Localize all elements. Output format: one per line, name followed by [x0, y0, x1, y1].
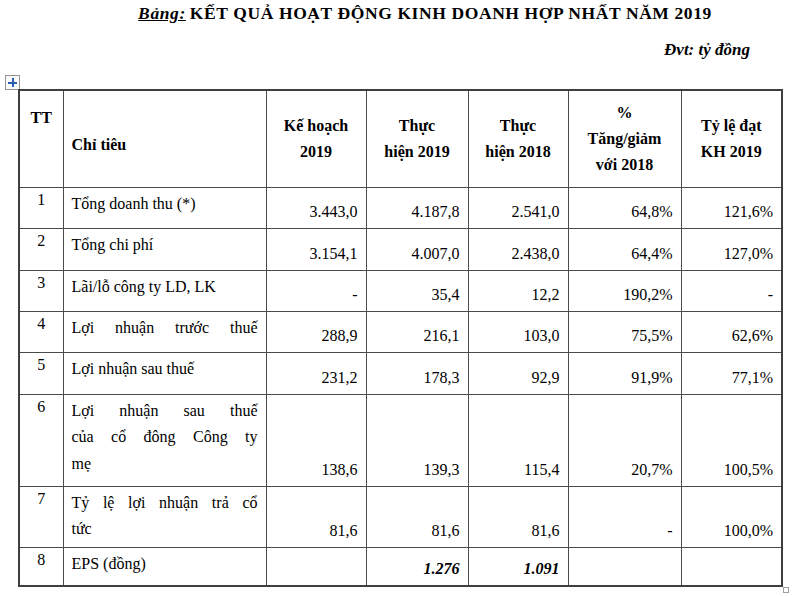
- move-cross-icon: [6, 76, 19, 89]
- cell-pct-change[interactable]: 190,2%: [568, 270, 681, 311]
- cell-label[interactable]: Lãi/lỗ công ty LD, LK: [63, 270, 266, 311]
- cell-pct-change[interactable]: [568, 547, 681, 586]
- column-header-pct-change[interactable]: % Tăng/giảm với 2018: [568, 90, 681, 187]
- cell-actual-2019[interactable]: 216,1: [366, 311, 468, 352]
- cell-pct-change[interactable]: 75,5%: [568, 311, 681, 352]
- cell-label[interactable]: Tổng chi phí: [63, 228, 266, 270]
- cell-pct-change[interactable]: 20,7%: [568, 394, 681, 486]
- header-row: TT Chỉ tiêu Kế hoạch 2019 Thực hiện 2019…: [19, 90, 782, 187]
- cell-pct-change[interactable]: 91,9%: [568, 352, 681, 394]
- column-header-actual-2019[interactable]: Thực hiện 2019: [366, 90, 468, 187]
- table-row: 2 Tổng chi phí 3.154,1 4.007,0 2.438,0 6…: [19, 228, 782, 270]
- cell-pct-change[interactable]: -: [568, 486, 681, 547]
- table-row: 8 EPS (đồng) 1.276 1.091: [19, 547, 782, 586]
- cell-pct-plan[interactable]: 100,0%: [681, 486, 782, 547]
- cell-pct-plan[interactable]: 77,1%: [681, 352, 782, 394]
- cell-label[interactable]: Lợi nhuận sau thuế của cổ đông Công ty m…: [63, 394, 266, 486]
- cell-tt[interactable]: 7: [19, 486, 63, 547]
- cell-label[interactable]: EPS (đồng): [63, 547, 266, 586]
- cell-actual-2019[interactable]: 4.187,8: [366, 187, 468, 228]
- cell-pct-plan[interactable]: 100,5%: [681, 394, 782, 486]
- cell-plan-2019[interactable]: -: [266, 270, 366, 311]
- cell-label[interactable]: Lợi nhuận sau thuế: [63, 352, 266, 394]
- cell-actual-2018[interactable]: 115,4: [468, 394, 568, 486]
- table-row: 4 Lợi nhuận trước thuế 288,9 216,1 103,0…: [19, 311, 782, 352]
- cell-actual-2018[interactable]: 2.438,0: [468, 228, 568, 270]
- column-header-actual-2018[interactable]: Thực hiện 2018: [468, 90, 568, 187]
- cell-pct-plan[interactable]: [681, 547, 782, 586]
- cell-actual-2018[interactable]: 81,6: [468, 486, 568, 547]
- cell-plan-2019[interactable]: 81,6: [266, 486, 366, 547]
- cell-actual-2018[interactable]: 92,9: [468, 352, 568, 394]
- cell-actual-2018[interactable]: 2.541,0: [468, 187, 568, 228]
- cell-pct-change[interactable]: 64,4%: [568, 228, 681, 270]
- cell-actual-2019[interactable]: 139,3: [366, 394, 468, 486]
- column-header-tt[interactable]: TT: [19, 90, 63, 187]
- table-row: 1 Tổng doanh thu (*) 3.443,0 4.187,8 2.5…: [19, 187, 782, 228]
- table-move-handle[interactable]: [5, 75, 20, 90]
- cell-tt[interactable]: 2: [19, 228, 63, 270]
- title-text: KẾT QUẢ HOẠT ĐỘNG KINH DOANH HỢP NHẤT NĂ…: [190, 3, 712, 23]
- table-row: 6 Lợi nhuận sau thuế của cổ đông Công ty…: [19, 394, 782, 486]
- cell-actual-2018[interactable]: 103,0: [468, 311, 568, 352]
- cell-pct-change[interactable]: 64,8%: [568, 187, 681, 228]
- cell-pct-plan[interactable]: 121,6%: [681, 187, 782, 228]
- cell-actual-2018[interactable]: 12,2: [468, 270, 568, 311]
- cell-actual-2019[interactable]: 35,4: [366, 270, 468, 311]
- cell-label[interactable]: Tỷ lệ lợi nhuận trả cổ tức: [63, 486, 266, 547]
- column-header-label[interactable]: Chỉ tiêu: [63, 90, 266, 187]
- cell-plan-2019[interactable]: [266, 547, 366, 586]
- column-header-pct-plan[interactable]: Tỷ lệ đạt KH 2019: [681, 90, 782, 187]
- table-row: 3 Lãi/lỗ công ty LD, LK - 35,4 12,2 190,…: [19, 270, 782, 311]
- cell-actual-2019[interactable]: 4.007,0: [366, 228, 468, 270]
- column-header-plan-2019[interactable]: Kế hoạch 2019: [266, 90, 366, 187]
- table-row: 7 Tỷ lệ lợi nhuận trả cổ tức 81,6 81,6 8…: [19, 486, 782, 547]
- cell-tt[interactable]: 6: [19, 394, 63, 486]
- cell-pct-plan[interactable]: -: [681, 270, 782, 311]
- cell-label[interactable]: Tổng doanh thu (*): [63, 187, 266, 228]
- cell-plan-2019[interactable]: 3.443,0: [266, 187, 366, 228]
- document-page: Bảng:KẾT QUẢ HOẠT ĐỘNG KINH DOANH HỢP NH…: [0, 0, 800, 596]
- cell-tt[interactable]: 3: [19, 270, 63, 311]
- unit-note: Đvt: tỷ đồng: [664, 40, 750, 60]
- cell-tt[interactable]: 5: [19, 352, 63, 394]
- cell-actual-2019[interactable]: 81,6: [366, 486, 468, 547]
- cell-actual-2019[interactable]: 178,3: [366, 352, 468, 394]
- cell-plan-2019[interactable]: 288,9: [266, 311, 366, 352]
- cell-tt[interactable]: 4: [19, 311, 63, 352]
- cell-actual-2018[interactable]: 1.091: [468, 547, 568, 586]
- cell-label[interactable]: Lợi nhuận trước thuế: [63, 311, 266, 352]
- cell-plan-2019[interactable]: 138,6: [266, 394, 366, 486]
- cell-tt[interactable]: 1: [19, 187, 63, 228]
- title-label: Bảng:: [138, 3, 186, 23]
- cell-plan-2019[interactable]: 3.154,1: [266, 228, 366, 270]
- results-table: TT Chỉ tiêu Kế hoạch 2019 Thực hiện 2019…: [18, 89, 783, 587]
- cell-pct-plan[interactable]: 62,6%: [681, 311, 782, 352]
- page-title: Bảng:KẾT QUẢ HOẠT ĐỘNG KINH DOANH HỢP NH…: [50, 3, 800, 24]
- cell-pct-plan[interactable]: 127,0%: [681, 228, 782, 270]
- table-row: 5 Lợi nhuận sau thuế 231,2 178,3 92,9 91…: [19, 352, 782, 394]
- cell-tt[interactable]: 8: [19, 547, 63, 586]
- table-resize-handle[interactable]: [783, 587, 789, 593]
- cell-actual-2019[interactable]: 1.276: [366, 547, 468, 586]
- cell-plan-2019[interactable]: 231,2: [266, 352, 366, 394]
